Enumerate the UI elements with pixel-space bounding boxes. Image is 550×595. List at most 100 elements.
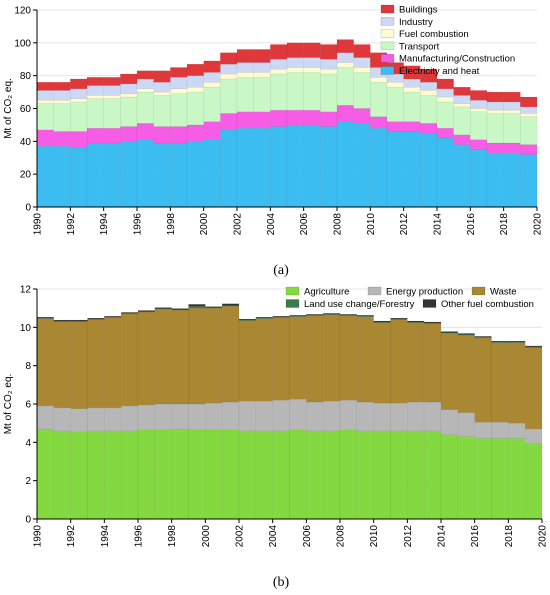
bar-agriculture-1992 xyxy=(70,431,88,520)
bar-waste-2000 xyxy=(205,307,223,404)
bar-energy_production-1994 xyxy=(104,407,122,432)
bar-industry-1995 xyxy=(120,83,138,94)
bar-fuel_combustion-1996 xyxy=(136,88,154,93)
x-tick-label: 2016 xyxy=(466,213,477,236)
bar-manufacturing-2007 xyxy=(320,111,338,127)
bar-energy_production-2017 xyxy=(491,422,509,439)
bar-waste-1994 xyxy=(104,317,122,409)
bar-fuel_combustion-2019 xyxy=(520,113,538,117)
bar-energy_production-2005 xyxy=(289,399,307,431)
bar-buildings-1998 xyxy=(170,67,188,78)
bar-manufacturing-2019 xyxy=(520,144,538,155)
bar-waste-1993 xyxy=(87,319,105,409)
bar-electricity-2012 xyxy=(403,131,421,208)
bar-manufacturing-1991 xyxy=(53,131,71,147)
bar-electricity-2011 xyxy=(386,131,404,208)
legend-swatch-fuel_combustion xyxy=(380,29,395,38)
bar-buildings-2008 xyxy=(336,39,354,53)
bar-waste-2011 xyxy=(390,319,408,404)
y-tick-label: 20 xyxy=(20,170,32,181)
bar-waste-2001 xyxy=(221,306,240,403)
bar-agriculture-2006 xyxy=(306,430,324,520)
bar-fuel_combustion-2010 xyxy=(370,77,388,83)
bar-energy_production-2013 xyxy=(423,401,442,432)
bar-agriculture-2013 xyxy=(423,430,442,520)
bar-buildings-2004 xyxy=(270,44,288,60)
bar-electricity-1998 xyxy=(170,142,188,208)
legend-label-other_fuel: Other fuel combustion xyxy=(441,299,534,310)
bar-agriculture-2012 xyxy=(407,430,425,520)
series-industry xyxy=(36,52,538,114)
bar-manufacturing-1998 xyxy=(170,126,188,144)
bar-waste-1999 xyxy=(188,307,206,405)
bar-transport-2017 xyxy=(486,113,504,144)
bar-waste-2003 xyxy=(255,318,273,402)
series-buildings xyxy=(36,39,538,108)
bar-transport-1992 xyxy=(70,101,88,132)
series-manufacturing xyxy=(36,105,538,155)
bar-manufacturing-2010 xyxy=(370,116,388,129)
x-tick-label: 2010 xyxy=(369,525,380,548)
bar-transport-1994 xyxy=(103,98,121,129)
bar-electricity-2013 xyxy=(420,132,438,208)
bar-transport-2010 xyxy=(370,82,388,117)
bar-manufacturing-2001 xyxy=(220,113,238,131)
bar-electricity-2010 xyxy=(370,127,388,208)
y-tick-label: 0 xyxy=(25,203,31,214)
bar-agriculture-2008 xyxy=(339,429,358,520)
bar-agriculture-1997 xyxy=(154,429,172,520)
bar-energy_production-2014 xyxy=(440,409,459,435)
bar-other_fuel-1992 xyxy=(70,319,88,322)
bar-industry-2017 xyxy=(486,101,504,111)
bar-fuel_combustion-2017 xyxy=(486,109,504,114)
x-tick-label: 1996 xyxy=(134,525,145,548)
bar-waste-2009 xyxy=(356,316,374,403)
chart-b: 0 2 4 6 8 10 12 1990 1992 1994 1996 1998 2000 2002 200… xyxy=(3,285,549,548)
bar-energy_production-2008 xyxy=(339,399,358,431)
bar-agriculture-2017 xyxy=(491,438,509,520)
bar-transport-2005 xyxy=(286,72,304,111)
bar-industry-2018 xyxy=(503,101,521,111)
bar-manufacturing-1990 xyxy=(36,129,54,147)
bar-waste-2014 xyxy=(440,332,459,410)
bar-fuel_combustion-2012 xyxy=(403,86,421,93)
bar-industry-2015 xyxy=(453,95,471,104)
panel-label-b: (b) xyxy=(273,575,290,590)
bar-electricity-1994 xyxy=(103,142,121,208)
bar-waste-2013 xyxy=(423,323,442,403)
bar-agriculture-1999 xyxy=(188,429,206,520)
bar-buildings-2005 xyxy=(286,42,304,58)
bar-buildings-2014 xyxy=(436,78,454,89)
bar-agriculture-2000 xyxy=(205,429,223,520)
bar-industry-2012 xyxy=(403,78,421,88)
bar-electricity-2019 xyxy=(520,154,538,208)
legend-swatch-other_fuel xyxy=(422,299,437,308)
bar-agriculture-1991 xyxy=(53,430,71,520)
bar-manufacturing-2014 xyxy=(436,127,454,139)
bar-other_fuel-2016 xyxy=(474,336,492,338)
bar-industry-2002 xyxy=(236,62,254,73)
bar-waste-2016 xyxy=(474,337,492,423)
bar-industry-1996 xyxy=(136,78,154,89)
bar-other_fuel-2003 xyxy=(255,316,273,319)
bar-waste-2005 xyxy=(289,316,307,400)
bar-electricity-2008 xyxy=(336,121,354,208)
bar-transport-2014 xyxy=(436,101,454,129)
bar-transport-1990 xyxy=(36,103,54,131)
bar-other_fuel-1998 xyxy=(171,308,189,310)
x-tick-label: 2000 xyxy=(199,213,210,236)
bar-other_fuel-1994 xyxy=(104,316,122,318)
y-tick-label: 4 xyxy=(25,438,31,449)
y-tick-label: 40 xyxy=(20,137,32,148)
bar-waste-2017 xyxy=(491,342,509,423)
x-tick-label: 1996 xyxy=(133,213,144,236)
bar-manufacturing-2000 xyxy=(203,121,221,140)
bar-industry-2003 xyxy=(253,62,271,73)
bar-fuel_combustion-1992 xyxy=(70,98,88,103)
legend-swatch-waste xyxy=(471,286,486,296)
x-tick-label: 2006 xyxy=(302,525,313,548)
bar-industry-1991 xyxy=(53,90,71,101)
bar-buildings-2015 xyxy=(453,86,471,96)
